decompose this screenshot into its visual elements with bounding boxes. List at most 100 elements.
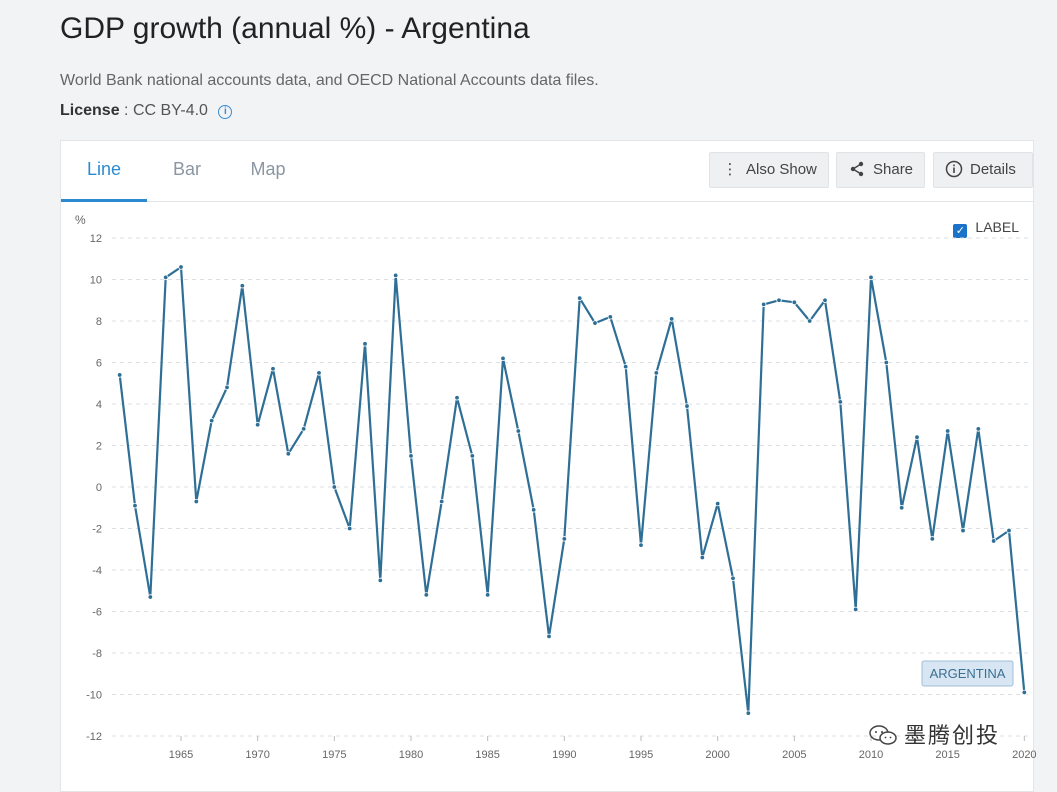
- data-point: [868, 274, 874, 281]
- data-point: [484, 592, 491, 598]
- data-point: [116, 372, 123, 378]
- y-tick-label: -8: [92, 648, 102, 660]
- x-tick-label: 2010: [859, 749, 883, 761]
- data-point: [254, 422, 261, 428]
- y-tick-label: 10: [90, 275, 102, 287]
- data-point: [883, 359, 890, 366]
- x-tick-label: 1990: [552, 749, 576, 761]
- also-show-label: Also Show: [746, 161, 817, 178]
- data-point: [285, 451, 292, 457]
- share-label: Share: [873, 161, 914, 178]
- data-point: [224, 384, 230, 391]
- data-point: [454, 395, 460, 401]
- data-point: [208, 417, 215, 424]
- data-point: [423, 592, 430, 598]
- data-point: [438, 498, 445, 505]
- data-point: [132, 502, 138, 509]
- data-point: [975, 426, 982, 432]
- data-point: [852, 606, 859, 613]
- data-point: [147, 594, 154, 600]
- data-point: [561, 536, 568, 542]
- data-point: [316, 370, 322, 376]
- series-end-label: ARGENTINA: [930, 666, 1006, 681]
- watermark-text: 墨腾创投: [904, 724, 1001, 749]
- y-axis-label: %: [75, 213, 86, 227]
- chart-card: Line Bar Map ⋮ Also Show Share Details: [60, 140, 1034, 792]
- y-tick-label: -4: [92, 565, 102, 577]
- share-button[interactable]: Share: [836, 152, 925, 188]
- data-point: [377, 577, 384, 584]
- wechat-icon: [869, 725, 897, 745]
- data-point: [791, 299, 798, 306]
- data-point: [714, 500, 721, 507]
- data-point: [699, 554, 706, 561]
- y-tick-label: -6: [92, 607, 102, 619]
- data-point: [684, 403, 690, 409]
- y-tick-label: 2: [96, 441, 102, 453]
- y-tick-label: -2: [92, 524, 102, 536]
- data-point: [622, 363, 629, 370]
- x-tick-label: 1975: [322, 749, 346, 761]
- details-label: Details: [970, 161, 1016, 178]
- label-toggle[interactable]: ✓ LABEL: [953, 219, 1019, 238]
- data-point: [576, 295, 583, 301]
- data-point: [914, 434, 920, 440]
- license-line: License : CC BY-4.0 i: [60, 102, 233, 120]
- data-point: [776, 297, 782, 303]
- data-point: [408, 453, 414, 459]
- data-point: [668, 316, 675, 322]
- more-vertical-icon: ⋮: [722, 161, 738, 178]
- data-point: [653, 370, 660, 376]
- info-icon[interactable]: i: [218, 105, 233, 119]
- x-tick-label: 2020: [1012, 749, 1036, 761]
- data-point: [300, 426, 307, 432]
- series-line: [118, 266, 1026, 715]
- data-point: [392, 272, 399, 279]
- checkbox-checked-icon[interactable]: ✓: [953, 224, 968, 238]
- data-point: [806, 318, 813, 324]
- data-point: [592, 320, 598, 326]
- data-point: [346, 525, 353, 532]
- data-point: [1021, 689, 1028, 696]
- watermark: 墨腾创投: [868, 718, 1000, 750]
- data-point: [898, 505, 905, 511]
- x-tick-label: 2000: [705, 749, 729, 761]
- license-value: : CC BY-4.0: [124, 102, 208, 119]
- share-icon: [847, 153, 867, 187]
- y-tick-label: 8: [96, 316, 102, 328]
- data-point: [500, 355, 506, 362]
- data-point: [822, 297, 828, 303]
- data-point: [837, 399, 844, 405]
- data-point: [193, 498, 200, 505]
- data-point: [990, 538, 997, 544]
- x-tick-label: 1965: [169, 749, 193, 761]
- also-show-button[interactable]: ⋮ Also Show: [709, 152, 829, 188]
- data-point: [162, 274, 169, 281]
- data-point: [960, 527, 966, 534]
- y-tick-label: 4: [96, 399, 102, 411]
- info-circle-icon: [944, 153, 964, 187]
- tab-bar-chart[interactable]: Bar: [172, 159, 201, 179]
- series-end-label-box: [921, 660, 1014, 687]
- data-point: [944, 428, 951, 434]
- data-point: [760, 301, 767, 308]
- details-button[interactable]: Details: [933, 152, 1033, 188]
- source-text: World Bank national accounts data, and O…: [60, 72, 599, 89]
- data-point: [546, 633, 552, 640]
- data-point: [530, 507, 537, 513]
- data-point: [469, 453, 476, 459]
- x-tick-label: 2015: [935, 749, 959, 761]
- data-point: [331, 484, 338, 490]
- data-point: [239, 283, 246, 289]
- data-point: [515, 428, 522, 434]
- tab-line[interactable]: Line: [61, 141, 147, 202]
- y-tick-label: 12: [90, 233, 102, 245]
- data-point: [362, 341, 368, 347]
- page-title: GDP growth (annual %) - Argentina: [60, 12, 530, 45]
- x-tick-label: 1995: [629, 749, 653, 761]
- x-tick-label: 1985: [475, 749, 499, 761]
- data-point: [1006, 527, 1012, 534]
- tab-map[interactable]: Map: [250, 159, 286, 179]
- data-point: [178, 264, 184, 270]
